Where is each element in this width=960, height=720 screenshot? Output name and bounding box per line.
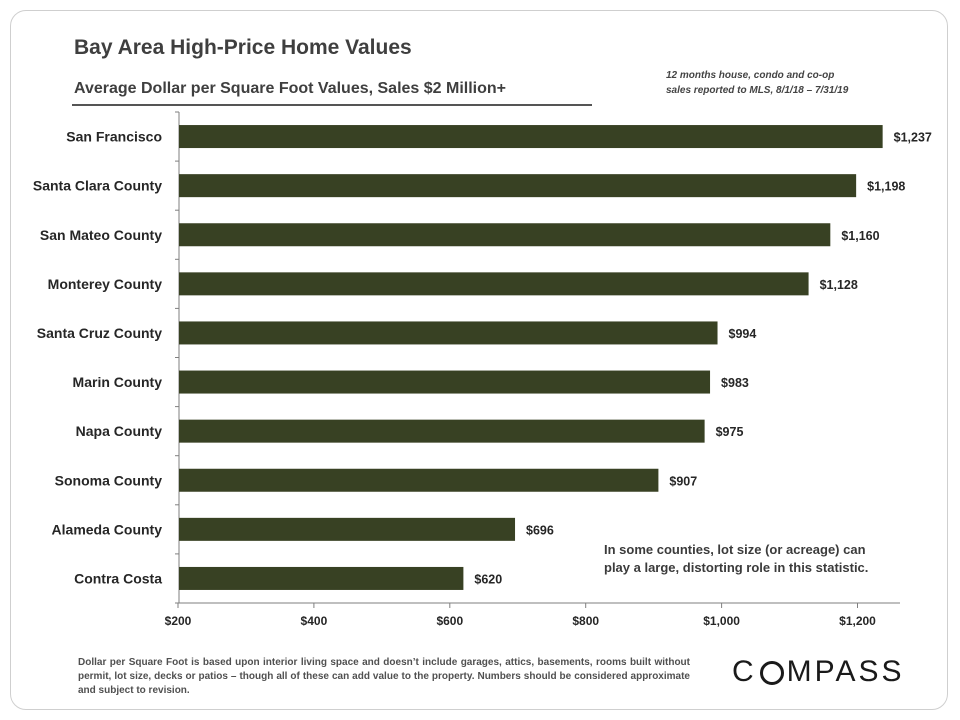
slide-frame <box>10 10 948 710</box>
logo-circle-icon <box>759 661 784 685</box>
logo-text-start: C <box>732 655 757 688</box>
annotation-line-2: play a large, distorting role in this st… <box>604 560 869 575</box>
category-label: Sonoma County <box>55 472 163 488</box>
x-tick-label: $1,000 <box>703 614 740 628</box>
category-label: Santa Clara County <box>33 178 162 194</box>
bar <box>179 174 857 198</box>
data-label: $1,128 <box>820 278 858 292</box>
data-label: $907 <box>669 474 697 488</box>
title-divider <box>72 104 592 106</box>
x-tick-label: $600 <box>436 614 463 628</box>
footnote: Dollar per Square Foot is based upon int… <box>78 657 690 696</box>
category-label: San Mateo County <box>40 227 162 243</box>
bar <box>179 419 705 443</box>
source-note-line-2: sales reported to MLS, 8/1/18 – 7/31/19 <box>666 85 849 96</box>
compass-logo: C MPASS <box>732 655 904 689</box>
bar <box>179 272 809 296</box>
data-label: $994 <box>729 327 757 341</box>
x-tick-label: $800 <box>572 614 599 628</box>
data-label: $983 <box>721 376 749 390</box>
x-tick-label: $200 <box>165 614 192 628</box>
data-label: $1,160 <box>841 229 879 243</box>
x-tick-label: $400 <box>301 614 328 628</box>
x-tick-label: $1,200 <box>839 614 876 628</box>
data-label: $975 <box>716 425 744 439</box>
chart-annotation: In some counties, lot size (or acreage) … <box>604 541 904 577</box>
data-label: $620 <box>474 572 502 586</box>
category-label: San Francisco <box>66 129 162 145</box>
source-note: 12 months house, condo and co-op sales r… <box>666 68 906 98</box>
bar <box>179 566 464 590</box>
logo-text-end: MPASS <box>786 655 905 688</box>
bar <box>179 370 711 394</box>
bar <box>179 517 516 541</box>
data-label: $696 <box>526 523 554 537</box>
chart-title: Bay Area High-Price Home Values <box>74 36 412 59</box>
bar <box>179 321 718 345</box>
bar <box>179 468 659 492</box>
category-label: Contra Costa <box>74 570 162 586</box>
category-label: Santa Cruz County <box>37 325 162 341</box>
annotation-line-1: In some counties, lot size (or acreage) … <box>604 542 866 557</box>
category-label: Napa County <box>76 423 163 439</box>
category-label: Marin County <box>73 374 163 390</box>
bar <box>179 125 883 149</box>
bar <box>179 223 831 247</box>
category-label: Monterey County <box>48 276 163 292</box>
source-note-line-1: 12 months house, condo and co-op <box>666 70 835 81</box>
chart-subtitle: Average Dollar per Square Foot Values, S… <box>74 80 507 97</box>
category-label: Alameda County <box>52 521 163 537</box>
data-label: $1,237 <box>894 131 932 145</box>
data-label: $1,198 <box>867 180 905 194</box>
